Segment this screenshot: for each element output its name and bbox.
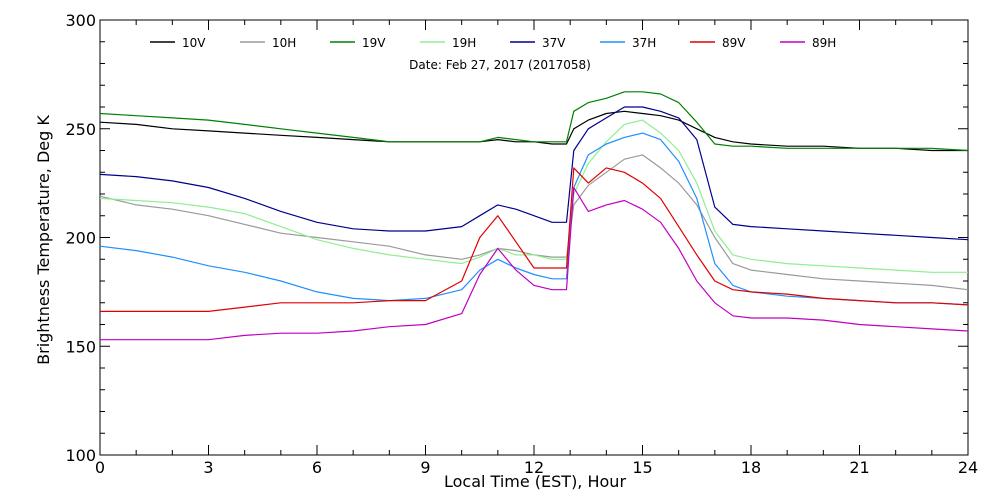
x-tick-label: 9 xyxy=(420,458,430,477)
x-tick-label: 18 xyxy=(741,458,761,477)
legend-label: 10V xyxy=(182,36,206,50)
legend-item-37v: 37V xyxy=(510,36,566,50)
y-axis: 100 150 200 250 300 xyxy=(65,11,968,465)
legend-item-10v: 10V xyxy=(150,36,206,50)
legend-item-19v: 19V xyxy=(330,36,386,50)
legend-label: 37H xyxy=(632,36,656,50)
series-lines xyxy=(99,91,969,341)
legend-label: 89H xyxy=(812,36,836,50)
legend-item-19h: 19H xyxy=(420,36,476,50)
x-axis-label: Local Time (EST), Hour xyxy=(444,472,626,491)
y-tick-label: 250 xyxy=(65,120,96,139)
x-axis: 0 3 6 9 12 15 18 21 24 xyxy=(95,20,978,477)
legend-item-37h: 37H xyxy=(600,36,656,50)
y-tick-label: 100 xyxy=(65,446,96,465)
legend-label: 89V xyxy=(722,36,746,50)
legend-item-89h: 89H xyxy=(780,36,836,50)
y-tick-label: 150 xyxy=(65,337,96,356)
legend: 10V 10H 19V 19H 37V 37H 89V 89H xyxy=(150,36,836,50)
legend-label: 19H xyxy=(452,36,476,50)
legend-label: 37V xyxy=(542,36,566,50)
x-tick-label: 0 xyxy=(95,458,105,477)
series-line-10v xyxy=(99,110,968,152)
series-line-37v xyxy=(99,106,969,241)
plot-frame xyxy=(99,19,969,456)
legend-label: 10H xyxy=(272,36,296,50)
y-axis-label: Brightness Temperature, Deg K xyxy=(34,115,53,365)
x-tick-label: 3 xyxy=(203,458,213,477)
series-line-19v xyxy=(99,91,969,152)
series-line-89h xyxy=(100,186,969,341)
y-tick-label: 300 xyxy=(65,11,96,30)
y-tick-label: 200 xyxy=(65,229,96,248)
x-tick-label: 24 xyxy=(958,458,978,477)
legend-item-89v: 89V xyxy=(690,36,746,50)
date-annotation: Date: Feb 27, 2017 (2017058) xyxy=(409,58,591,72)
legend-label: 19V xyxy=(362,36,386,50)
x-tick-label: 6 xyxy=(312,458,322,477)
legend-item-10h: 10H xyxy=(240,36,296,50)
series-line-89v xyxy=(100,167,969,312)
x-tick-label: 15 xyxy=(632,458,652,477)
x-tick-label: 12 xyxy=(524,458,544,477)
series-line-19h xyxy=(99,119,968,273)
plot-border xyxy=(99,19,969,456)
x-tick-label: 21 xyxy=(849,458,869,477)
